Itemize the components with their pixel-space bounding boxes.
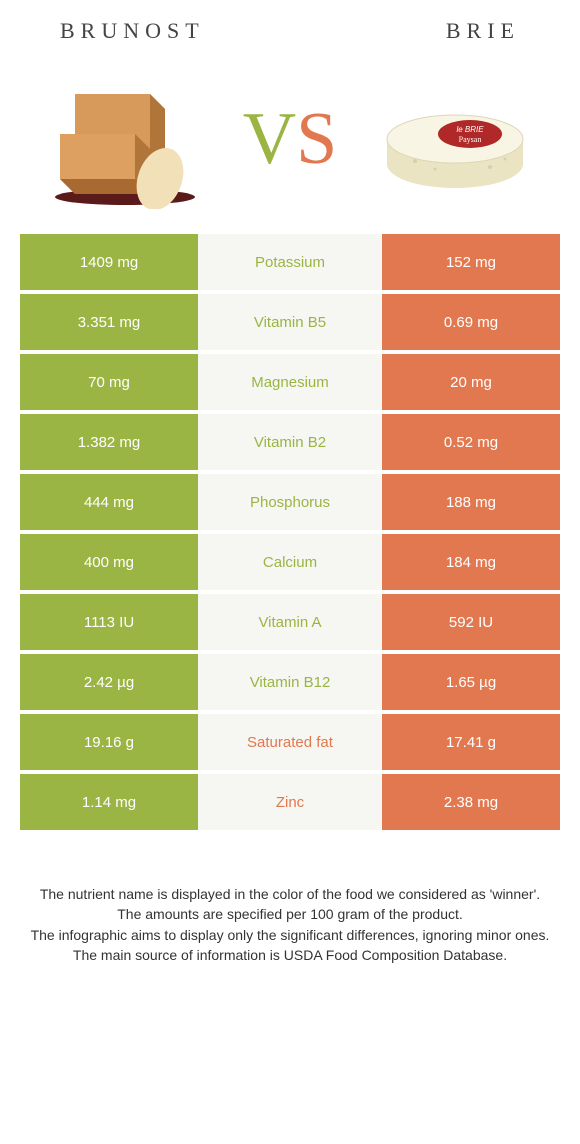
table-row: 19.16 gSaturated fat17.41 g xyxy=(20,714,560,770)
nutrient-table: 1409 mgPotassium152 mg3.351 mgVitamin B5… xyxy=(20,234,560,834)
right-value: 2.38 mg xyxy=(382,774,560,830)
vs-s: S xyxy=(296,97,337,182)
left-value: 2.42 µg xyxy=(20,654,198,710)
right-value: 1.65 µg xyxy=(382,654,560,710)
table-row: 1409 mgPotassium152 mg xyxy=(20,234,560,290)
nutrient-label: Vitamin A xyxy=(198,594,382,650)
nutrient-label: Phosphorus xyxy=(198,474,382,530)
right-value: 152 mg xyxy=(382,234,560,290)
footer-line: The infographic aims to display only the… xyxy=(26,925,554,945)
nutrient-label: Vitamin B5 xyxy=(198,294,382,350)
nutrient-label: Vitamin B2 xyxy=(198,414,382,470)
right-value: 17.41 g xyxy=(382,714,560,770)
nutrient-label: Zinc xyxy=(198,774,382,830)
table-row: 70 mgMagnesium20 mg xyxy=(20,354,560,410)
left-value: 19.16 g xyxy=(20,714,198,770)
right-value: 0.52 mg xyxy=(382,414,560,470)
table-row: 2.42 µgVitamin B121.65 µg xyxy=(20,654,560,710)
right-value: 20 mg xyxy=(382,354,560,410)
footer-line: The nutrient name is displayed in the co… xyxy=(26,884,554,904)
right-food-image: le BRIE Paysan xyxy=(370,69,540,209)
left-value: 1.14 mg xyxy=(20,774,198,830)
table-row: 3.351 mgVitamin B50.69 mg xyxy=(20,294,560,350)
left-value: 3.351 mg xyxy=(20,294,198,350)
table-row: 1.382 mgVitamin B20.52 mg xyxy=(20,414,560,470)
footer-line: The amounts are specified per 100 gram o… xyxy=(26,904,554,924)
left-value: 70 mg xyxy=(20,354,198,410)
left-value: 1.382 mg xyxy=(20,414,198,470)
table-row: 1.14 mgZinc2.38 mg xyxy=(20,774,560,830)
nutrient-label: Saturated fat xyxy=(198,714,382,770)
right-value: 592 IU xyxy=(382,594,560,650)
footer-line: The main source of information is USDA F… xyxy=(26,945,554,965)
svg-text:Paysan: Paysan xyxy=(459,135,482,144)
svg-text:le BRIE: le BRIE xyxy=(456,125,484,134)
left-value: 400 mg xyxy=(20,534,198,590)
vs-label: VS xyxy=(243,97,338,182)
left-value: 1113 IU xyxy=(20,594,198,650)
right-value: 184 mg xyxy=(382,534,560,590)
right-food-title: BRIE xyxy=(446,18,520,44)
right-value: 0.69 mg xyxy=(382,294,560,350)
nutrient-label: Magnesium xyxy=(198,354,382,410)
table-row: 400 mgCalcium184 mg xyxy=(20,534,560,590)
left-food-title: BRUNOST xyxy=(60,18,205,44)
table-row: 444 mgPhosphorus188 mg xyxy=(20,474,560,530)
left-value: 1409 mg xyxy=(20,234,198,290)
footer-notes: The nutrient name is displayed in the co… xyxy=(0,834,580,985)
table-row: 1113 IUVitamin A592 IU xyxy=(20,594,560,650)
vs-v: V xyxy=(243,97,296,182)
right-value: 188 mg xyxy=(382,474,560,530)
nutrient-label: Calcium xyxy=(198,534,382,590)
nutrient-label: Vitamin B12 xyxy=(198,654,382,710)
left-value: 444 mg xyxy=(20,474,198,530)
left-food-image xyxy=(40,69,210,209)
nutrient-label: Potassium xyxy=(198,234,382,290)
